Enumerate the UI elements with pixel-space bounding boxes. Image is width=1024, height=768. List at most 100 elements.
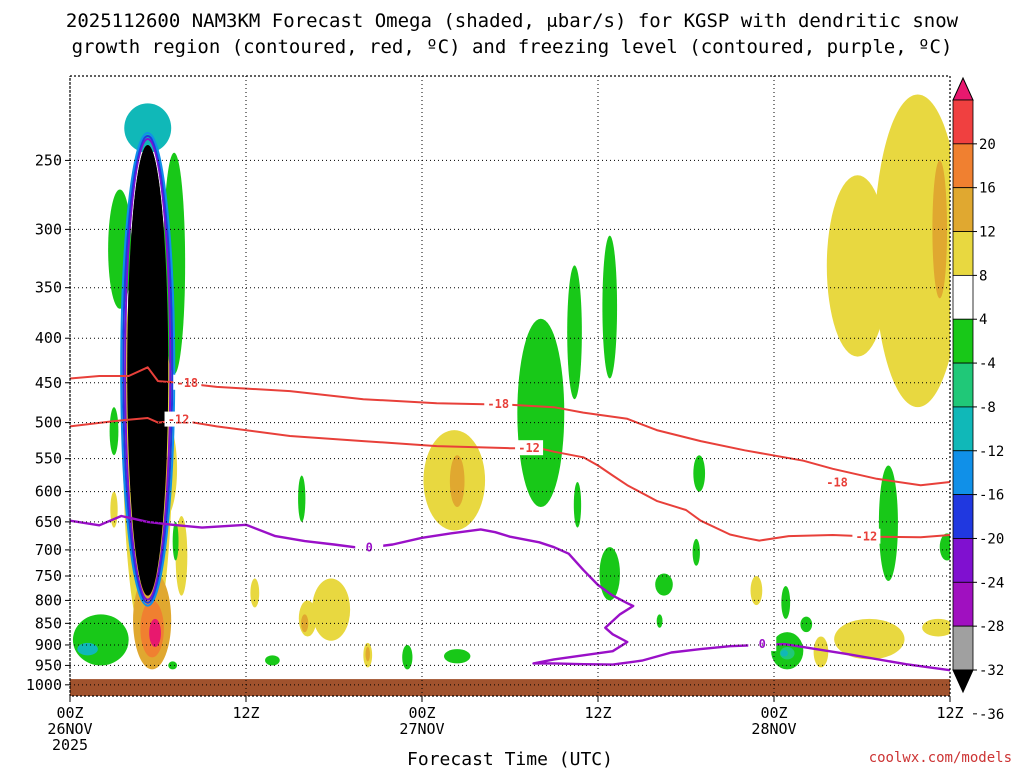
omega-cell-cell-yellow-880 [834,618,905,660]
omega-cell-cell-yellow-910b [813,636,829,668]
colorbar-top-arrow [952,76,974,101]
dgz-contour--12 [70,417,950,542]
y-tick-label-900: 900 [35,636,62,654]
colorbar-swatch-9 [952,450,974,496]
freezing-level-contour [70,514,950,672]
colorbar-label-0: 20 [979,137,996,153]
omega-cell-cell-green-690 [939,533,950,561]
colorbar-label-2: 12 [979,225,996,241]
dgz-label-0-c: -18 [826,476,848,490]
x-tick-date-4: 28NOV [751,720,796,738]
colorbar-swatch-5 [952,274,974,320]
omega-cell-cell-yellow-upperright [873,94,950,408]
dgz-label-1-c: -12 [856,530,878,544]
omega-cell-cell-cyan-lowleft [77,642,98,656]
colorbar-label-13: -36 [979,707,1004,723]
y-axis: 250 300 350 400 450 500 550 600 650 700 750 800 850 9… [26,151,70,694]
colorbar-label-4: 4 [979,312,987,328]
freezing-label-b-bg [748,636,777,652]
omega-cell-cell-green-680 [172,521,179,561]
colorbar-swatch-8 [952,406,974,452]
y-tick-label-800: 800 [35,591,62,609]
omega-cell-cell-green-930c [444,649,471,664]
y-tick-label-750: 750 [35,567,62,585]
omega-cell-cell-green-770 [655,573,673,596]
omega-cell-cell-orange-570 [449,455,465,508]
dgz-label-1-b-bg [515,440,544,456]
omega-cell-cell-cyan-910 [780,649,788,657]
omega-cell-cell-yellow-820 [312,578,351,641]
colorbar-swatch-12 [952,581,974,627]
colorbar-bottom-arrow [952,669,974,694]
y-tick-label-500: 500 [35,414,62,432]
omega-cell-cell-green-500 [109,407,119,456]
omega-cell-cell-orange-840 [301,614,309,633]
colorbar-swatch-6 [952,318,974,364]
omega-cell-cell-green-380 [567,265,582,400]
omega-cell-cell-green-lowleft [72,614,129,666]
colorbar-label-12: -32 [979,663,1004,679]
omega-cell-cell-green-right-upper [163,152,186,375]
omega-core-ring-2 [120,131,176,607]
x-tick-year-0: 2025 [52,736,88,754]
title-line-1: 2025112600 NAM3KM Forecast Omega (shaded… [66,10,959,32]
colorbar-swatch-10 [952,494,974,539]
x-axis-title: Forecast Time (UTC) [407,749,613,768]
omega-cell-cell-yellow-860 [922,618,950,637]
omega-cell-cell-green-820 [781,585,791,619]
freezing-label-b: 0 [759,637,766,651]
y-tick-label-700: 700 [35,541,62,559]
omega-cell-cell-top-cyan [124,103,172,153]
dgz-label-0-b-bg [484,396,513,412]
omega-cell-cell-green-850 [800,616,813,633]
colorbar-swatch-2 [952,143,974,189]
y-tick-label-400: 400 [35,329,62,347]
x-tick-label-3: 12Z [584,704,611,722]
x-tick-label-2: 00Z [408,704,435,722]
plot-area: -18 -18 -18 -12 -12 -12 0 0 [69,75,951,697]
omega-core-ring-1 [122,134,174,604]
omega-cell-cell-green-620b [573,482,582,528]
dgz-label-0-c-bg [823,474,852,490]
dgz-label-1-a: -12 [168,413,190,427]
y-tick-label-950: 950 [35,656,62,674]
omega-cell-cell-yellow-780b [750,575,763,606]
x-tick-date-0: 26NOV [47,720,92,738]
colorbar-label-9: -20 [979,531,1004,547]
credit-label: coolwx.com/models [869,750,1012,766]
omega-cell-cell-magenta-low [149,618,161,648]
dgz-label-1-b: -12 [518,441,540,455]
y-tick-label-1000: 1000 [26,676,62,694]
x-tick-label-1: 12Z [232,704,259,722]
colorbar-swatch-11 [952,538,974,583]
colorbar-swatch-7 [952,362,974,408]
omega-cell-cell-green-350 [602,235,618,379]
colorbar-label-8: -16 [979,488,1004,504]
y-tick-label-550: 550 [35,450,62,468]
omega-cell-cell-orange-920 [365,647,370,662]
y-tick-label-250: 250 [35,151,62,169]
omega-cell-cell-green-750 [599,547,620,601]
omega-cell-cell-orange-upperright [932,160,948,299]
dgz-label-0-a: -18 [176,376,198,390]
omega-cell-cell-green-650 [878,465,898,582]
omega-cell-cell-green-930b [402,644,413,670]
y-tick-label-600: 600 [35,483,62,501]
dgz-label-1-c-bg [852,528,881,544]
y-tick-label-850: 850 [35,614,62,632]
omega-cell-cell-green-840 [656,614,663,628]
y-tick-label-450: 450 [35,374,62,392]
colorbar-label-3: 8 [979,268,987,284]
dgz-label-0-a-bg [173,374,202,390]
omega-cell-cell-green-500b [517,318,565,508]
plot-frame [69,75,951,697]
omega-cell-cell-green-560 [693,455,706,492]
y-tick-label-350: 350 [35,279,62,297]
colorbar-label-6: -8 [979,400,996,416]
omega-cell-cell-yellow-780 [250,578,260,608]
omega-cell-cell-green-930a [265,655,280,666]
colorbar-label-1: 16 [979,181,996,197]
freezing-label-a: 0 [366,541,373,555]
